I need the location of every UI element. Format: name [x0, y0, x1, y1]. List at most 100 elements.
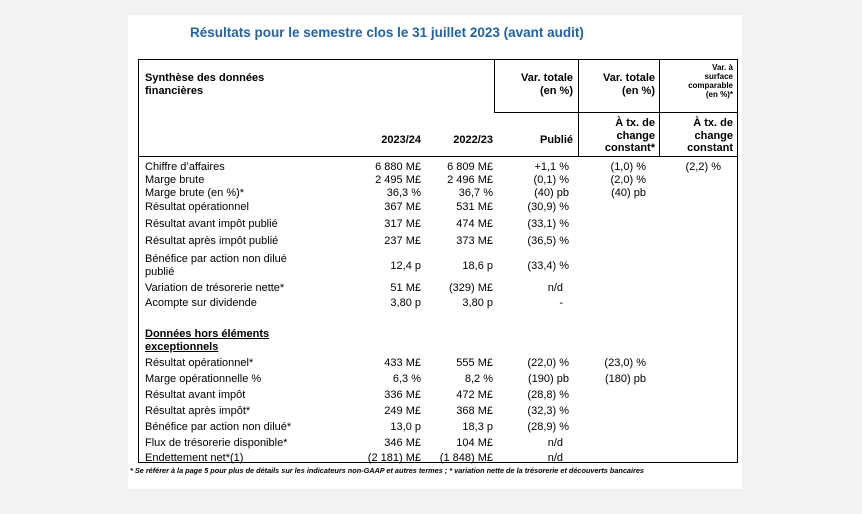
- value-2022: (1 848) M£: [439, 452, 493, 464]
- header-title-line: financières: [145, 84, 204, 97]
- header-line: (en %)*: [705, 90, 733, 99]
- row-label: Résultat après impôt publié: [145, 235, 279, 247]
- value-publie: (190) pb: [528, 373, 569, 385]
- value-tx: (2,0) %: [610, 174, 646, 186]
- document-page: Résultats pour le semestre clos le 31 ju…: [128, 15, 742, 489]
- value-publie: -: [559, 297, 563, 309]
- financial-table: Synthèse des données financières Var. to…: [138, 59, 738, 464]
- value-2023: 13,0 p: [390, 421, 421, 433]
- value-publie: n/d: [547, 437, 563, 449]
- row-label: Résultat avant impôt: [145, 389, 246, 401]
- value-2023: 336 M£: [384, 389, 421, 401]
- header-line: (en %): [540, 84, 573, 97]
- separator: [494, 60, 495, 112]
- row-label: Marge brute: [145, 174, 205, 186]
- header-var-totale: Var. totale (en %): [499, 72, 573, 97]
- row-label: Résultat opérationnel*: [145, 357, 254, 369]
- value-2023: 367 M£: [384, 201, 421, 213]
- value-publie: (33,4) %: [527, 260, 569, 272]
- value-2022: (329) M£: [448, 282, 493, 294]
- value-tx: (180) pb: [605, 373, 646, 385]
- value-2023: 36,3 %: [386, 187, 421, 199]
- value-2022: 6 809 M£: [447, 161, 493, 173]
- header-line: surface: [704, 72, 733, 81]
- value-2022: 18,6 p: [462, 260, 493, 272]
- separator: [659, 60, 660, 157]
- header-line: change: [694, 129, 733, 142]
- value-publie: (0,1) %: [533, 174, 569, 186]
- value-2023: 249 M£: [384, 405, 421, 417]
- header-year1: 2023/24: [381, 134, 421, 146]
- header-line: constant: [687, 142, 733, 154]
- value-2023: 237 M£: [384, 235, 421, 247]
- value-publie: (28,8) %: [527, 389, 569, 401]
- value-2023: (2 181) M£: [367, 452, 421, 464]
- header-line: Var. totale: [521, 72, 573, 84]
- value-2023: 12,4 p: [390, 260, 421, 272]
- value-2022: 18,3 p: [462, 421, 493, 433]
- header-line: change: [616, 129, 655, 142]
- separator: [494, 112, 737, 113]
- value-tx: (1,0) %: [610, 161, 646, 173]
- value-publie: n/d: [547, 282, 563, 294]
- value-tx: (40) pb: [611, 187, 646, 199]
- row-label: Variation de trésorerie nette*: [145, 282, 285, 294]
- value-2022: 555 M£: [456, 357, 493, 369]
- header-tx6: À tx. de change constant: [660, 117, 733, 155]
- header-line: constant*: [604, 142, 655, 154]
- footnote: * Se référer à la page 5 pour plus de dé…: [130, 466, 644, 475]
- value-2022: 3,80 p: [462, 297, 493, 309]
- value-tx: (23,0) %: [604, 357, 646, 369]
- row-label: Acompte sur dividende: [145, 297, 257, 309]
- value-2022: 474 M£: [456, 218, 493, 230]
- header-title: Synthèse des données financières: [145, 72, 264, 97]
- header-line: Var. à: [712, 63, 733, 72]
- header-publie: Publié: [539, 134, 573, 146]
- value-publie: (32,3) %: [527, 405, 569, 417]
- row-label: Résultat après impôt*: [145, 405, 251, 417]
- row-label: Résultat opérationnel: [145, 201, 249, 213]
- row-label: Endettement net*(1): [145, 452, 244, 464]
- row-label: Résultat avant impôt publié: [145, 218, 278, 230]
- value-2023: 433 M£: [384, 357, 421, 369]
- row-label: Bénéfice par action non dilué: [145, 253, 287, 265]
- header-tx5: À tx. de change constant*: [579, 117, 655, 155]
- separator: [578, 60, 579, 157]
- header-var-totale-2: Var. totale (en %): [579, 72, 655, 97]
- header-surface-comparable: Var. à surface comparable (en %)*: [660, 63, 733, 99]
- value-publie: (36,5) %: [527, 235, 569, 247]
- row-label: Chiffre d’affaires: [145, 161, 225, 173]
- row-label: Marge brute (en %)*: [145, 187, 245, 199]
- header-line: (en %): [622, 84, 655, 97]
- value-2022: 531 M£: [456, 201, 493, 213]
- row-label: Flux de trésorerie disponible*: [145, 437, 288, 449]
- value-2022: 368 M£: [456, 405, 493, 417]
- value-2022: 2 496 M£: [447, 174, 493, 186]
- row-label-cont: publié: [145, 266, 175, 278]
- value-2023: 3,80 p: [390, 297, 421, 309]
- header-line: Var. totale: [603, 72, 655, 84]
- value-2022: 104 M£: [456, 437, 493, 449]
- value-2022: 8,2 %: [464, 373, 493, 385]
- value-2022: 36,7 %: [458, 187, 493, 199]
- value-2023: 6 880 M£: [375, 161, 421, 173]
- value-publie: (28,9) %: [527, 421, 569, 433]
- value-2023: 51 M£: [390, 282, 421, 294]
- value-surface: (2,2) %: [685, 161, 721, 173]
- section-title: Données hors éléments exceptionnels: [145, 328, 270, 353]
- row-label: Bénéfice par action non dilué*: [145, 421, 292, 433]
- value-2023: 6,3 %: [392, 373, 421, 385]
- header-title-line: Synthèse des données: [145, 72, 265, 84]
- value-publie: (30,9) %: [527, 201, 569, 213]
- value-publie: (40) pb: [534, 187, 569, 199]
- value-2022: 373 M£: [456, 235, 493, 247]
- header-line: comparable: [688, 81, 733, 90]
- value-publie: (33,1) %: [527, 218, 569, 230]
- row-label: Marge opérationnelle %: [145, 373, 262, 385]
- header-year2: 2022/23: [453, 134, 493, 146]
- value-2023: 317 M£: [384, 218, 421, 230]
- separator: [139, 156, 737, 157]
- value-2022: 472 M£: [456, 389, 493, 401]
- header-line: À tx. de: [615, 117, 655, 129]
- value-publie: +1,1 %: [534, 161, 569, 173]
